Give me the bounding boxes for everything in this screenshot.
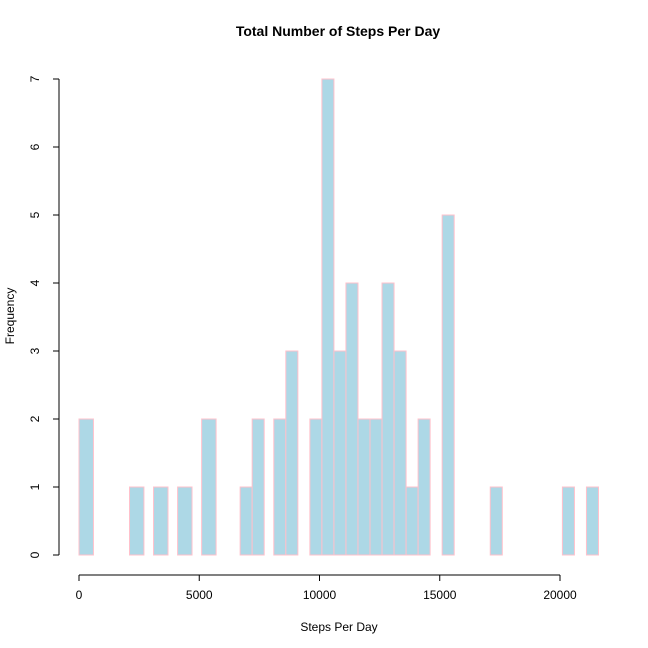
histogram-bar <box>321 78 335 556</box>
histogram-bar <box>153 486 169 556</box>
x-axis-label: Steps Per Day <box>300 620 377 634</box>
y-tick-label: 1 <box>28 483 42 490</box>
histogram-bar <box>393 350 407 556</box>
x-tick-label: 5000 <box>186 588 213 602</box>
x-tick-label: 20000 <box>543 588 577 602</box>
histogram-bar <box>417 418 431 556</box>
y-tick-label: 4 <box>28 279 42 286</box>
y-tick-label: 7 <box>28 75 42 82</box>
y-tick-label: 3 <box>28 347 42 354</box>
histogram-bar <box>345 282 359 556</box>
histogram-bar <box>273 418 287 556</box>
histogram-bar <box>381 282 395 556</box>
histogram-bar <box>489 486 503 556</box>
y-axis: 0 1 2 3 4 5 6 7 <box>28 75 60 558</box>
y-tick-label: 0 <box>28 551 42 558</box>
y-axis-label: Frequency <box>3 288 17 345</box>
histogram-bar <box>129 486 145 556</box>
histogram-bar <box>201 418 217 556</box>
histogram-bar <box>585 486 599 556</box>
x-tick-label: 15000 <box>423 588 457 602</box>
y-tick-label: 5 <box>28 211 42 218</box>
x-tick-label: 10000 <box>303 588 337 602</box>
y-tick-label: 2 <box>28 415 42 422</box>
x-axis: 0 5000 10000 15000 20000 <box>76 574 577 602</box>
histogram-bar <box>369 418 383 556</box>
chart-title: Total Number of Steps Per Day <box>236 23 441 39</box>
histogram-bar <box>309 418 323 556</box>
y-tick-label: 6 <box>28 143 42 150</box>
histogram-bar <box>239 486 253 556</box>
histogram-bar <box>251 418 265 556</box>
histogram-bar <box>561 486 575 556</box>
histogram-bar <box>78 418 94 556</box>
histogram-bar <box>405 486 419 556</box>
histogram-bar <box>177 486 193 556</box>
histogram-bar <box>357 418 371 556</box>
histogram-bar <box>285 350 299 556</box>
x-tick-label: 0 <box>76 588 83 602</box>
bars-group <box>78 78 599 556</box>
histogram-bar <box>441 214 455 556</box>
histogram-bar <box>333 350 347 556</box>
